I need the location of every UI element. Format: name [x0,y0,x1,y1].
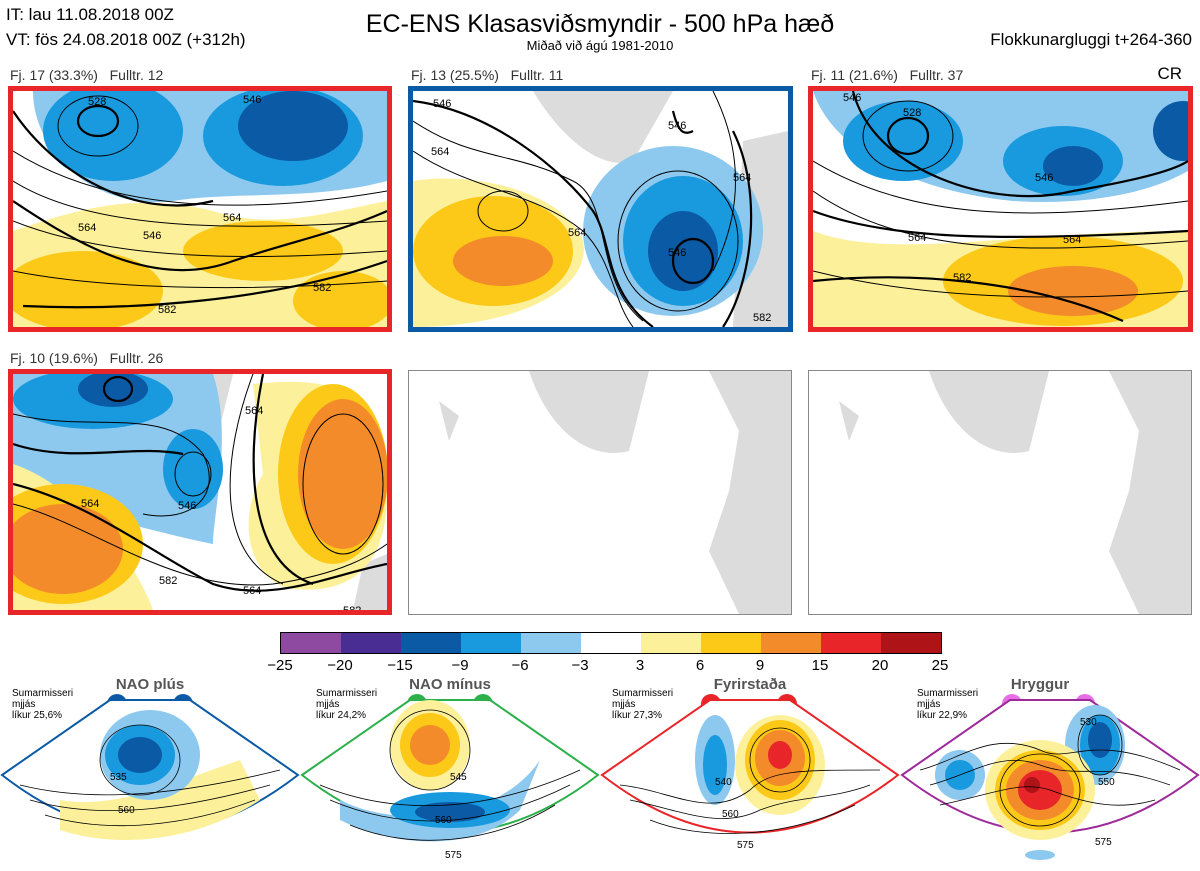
contour-label: 564 [243,585,261,597]
colorbar-label: −6 [511,657,529,674]
contour-label: 564 [245,405,263,417]
cluster-4-map: 564 564 546 582 564 582 [8,369,392,615]
regime-info: Sumarmisseri mjjás líkur 27,3% [612,688,674,721]
regime-map-nao-minus: 545 560 575 [300,699,600,861]
contour-label: 550 [1098,777,1115,788]
contour-label: 564 [431,146,449,158]
regime-info: Sumarmisseri mjjás líkur 24,2% [316,688,378,721]
initial-time: IT: lau 11.08.2018 00Z [6,5,174,24]
colorbar-label: 25 [931,657,949,674]
contour-label: 546 [243,94,261,106]
contour-label: 546 [143,230,161,242]
cluster-1-map: 528 546 564 564 546 582 582 [8,86,392,332]
contour-label: 564 [81,498,99,510]
cluster-2-label: Fj. 13 (25.5%) Fulltr. 11 [411,67,564,83]
colorbar-segment [881,633,941,653]
colorbar-segment [701,633,761,653]
empty-map-2 [808,370,1192,615]
page-subtitle: Miðað við ágú 1981-2010 [526,38,674,53]
colorbar-segment [281,633,341,653]
contour-label: 530 [1080,717,1097,728]
regime-title: Fyrirstaða [713,676,787,693]
regime-map-nao-plus: 535 560 [0,699,300,840]
contour-label: 545 [450,772,467,783]
cluster-3-map: 528 546 546 564 564 582 582 [808,86,1193,332]
colorbar-segment [821,633,881,653]
regime-title: NAO plús [115,676,185,693]
page-title: EC-ENS Klasasviðsmyndir - 500 hPa hæð [365,10,835,38]
regime-map-blocking: 540 560 575 [600,699,900,851]
regime-info: Sumarmisseri mjjás líkur 25,6% [12,688,74,721]
contour-label: 540 [715,777,732,788]
contour-label: 564 [908,232,926,244]
contour-label: 564 [78,222,96,234]
contour-label: 546 [433,98,451,110]
contour-label: 528 [88,96,106,108]
contour-label: 528 [903,107,921,119]
colorbar-segment [401,633,461,653]
contour-label: 575 [737,840,754,851]
contour-label: 564 [1063,234,1081,246]
contour-label: 546 [668,247,686,259]
contour-label: 582 [343,605,361,610]
contour-label: 582 [753,312,771,324]
colorbar-segment [341,633,401,653]
contour-label: 546 [668,120,686,132]
colorbar-segment [581,633,641,653]
colorbar-label: 6 [695,657,705,674]
colorbar-label: −15 [387,657,413,674]
empty-map-1 [408,370,792,615]
colorbar [280,632,942,654]
cluster-2-map: 546 564 564 546 546 564 582 [408,86,793,332]
contour-label: 575 [445,850,462,861]
cluster-3-label: Fj. 11 (21.6%) Fulltr. 37 [811,67,964,83]
colorbar-label: −3 [571,657,589,674]
clustering-window: Flokkunargluggi t+264-360 [990,30,1192,49]
contour-label: 564 [568,227,586,239]
cluster-4-label: Fj. 10 (19.6%) Fulltr. 26 [10,350,164,366]
colorbar-segment [461,633,521,653]
contour-label: 560 [118,805,135,816]
contour-label: 582 [953,272,971,284]
colorbar-label: −25 [267,657,293,674]
contour-label: 582 [313,282,331,294]
colorbar-label: 3 [635,657,645,674]
colorbar-segment [761,633,821,653]
colorbar-segment [641,633,701,653]
contour-label: 564 [223,212,241,224]
contour-label: 575 [1095,837,1112,848]
contour-label: 546 [1035,172,1053,184]
contour-label: 582 [158,304,176,316]
colorbar-label: 9 [755,657,765,674]
regime-title: Hryggur [1010,676,1070,693]
regime-info: Sumarmisseri mjjás líkur 22,9% [917,688,979,721]
regime-map-ridge: 530 550 575 [900,699,1200,860]
contour-label: 582 [159,575,177,587]
cluster-1-label: Fj. 17 (33.3%) Fulltr. 12 [10,67,164,83]
contour-label: 560 [722,809,739,820]
colorbar-label: −20 [327,657,353,674]
contour-label: 535 [110,772,127,783]
contour-label: 546 [178,500,196,512]
contour-label: 564 [733,172,751,184]
colorbar-segment [521,633,581,653]
colorbar-label: 20 [871,657,889,674]
cr-marker: CR [1157,64,1182,83]
colorbar-label: −9 [451,657,469,674]
valid-time: VT: fös 24.08.2018 00Z (+312h) [6,30,246,49]
colorbar-label: 15 [811,657,829,674]
contour-label: 546 [843,92,861,104]
contour-label: 560 [435,815,452,826]
regime-title: NAO mínus [409,676,491,693]
